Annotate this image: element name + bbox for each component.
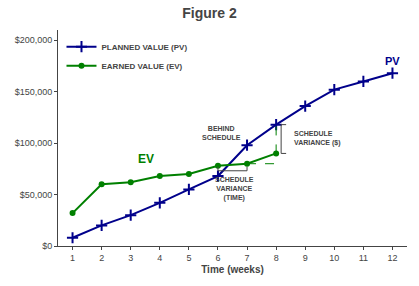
svg-text:5: 5 [186,253,191,263]
svg-text:$150,000: $150,000 [15,87,53,97]
svg-text:Figure 2: Figure 2 [182,5,237,21]
svg-text:BEHINDSCHEDULE: BEHINDSCHEDULE [202,125,241,141]
svg-text:2: 2 [99,253,104,263]
svg-text:10: 10 [329,253,339,263]
svg-text:11: 11 [359,253,368,263]
svg-text:SCHEDULEVARIANCE ($): SCHEDULEVARIANCE ($) [294,130,341,147]
svg-text:PV: PV [385,55,400,67]
svg-text:$0: $0 [42,241,52,251]
svg-text:7: 7 [245,253,250,263]
svg-text:Time (weeks): Time (weeks) [201,264,264,275]
svg-text:8: 8 [274,253,279,263]
svg-text:$200,000: $200,000 [15,35,53,45]
svg-text:$50,000: $50,000 [20,190,53,200]
svg-text:9: 9 [303,253,308,263]
svg-text:12: 12 [387,253,397,263]
svg-text:SCHEDULEVARIANCE(TIME): SCHEDULEVARIANCE(TIME) [215,176,254,202]
svg-text:$100,000: $100,000 [15,138,53,148]
svg-text:1: 1 [70,253,75,263]
svg-text:4: 4 [157,253,162,263]
svg-text:EV: EV [138,152,154,166]
svg-text:3: 3 [128,253,133,263]
svg-text:PLANNED VALUE (PV): PLANNED VALUE (PV) [101,43,187,52]
svg-text:6: 6 [215,253,220,263]
svg-text:EARNED VALUE (EV): EARNED VALUE (EV) [101,62,182,71]
